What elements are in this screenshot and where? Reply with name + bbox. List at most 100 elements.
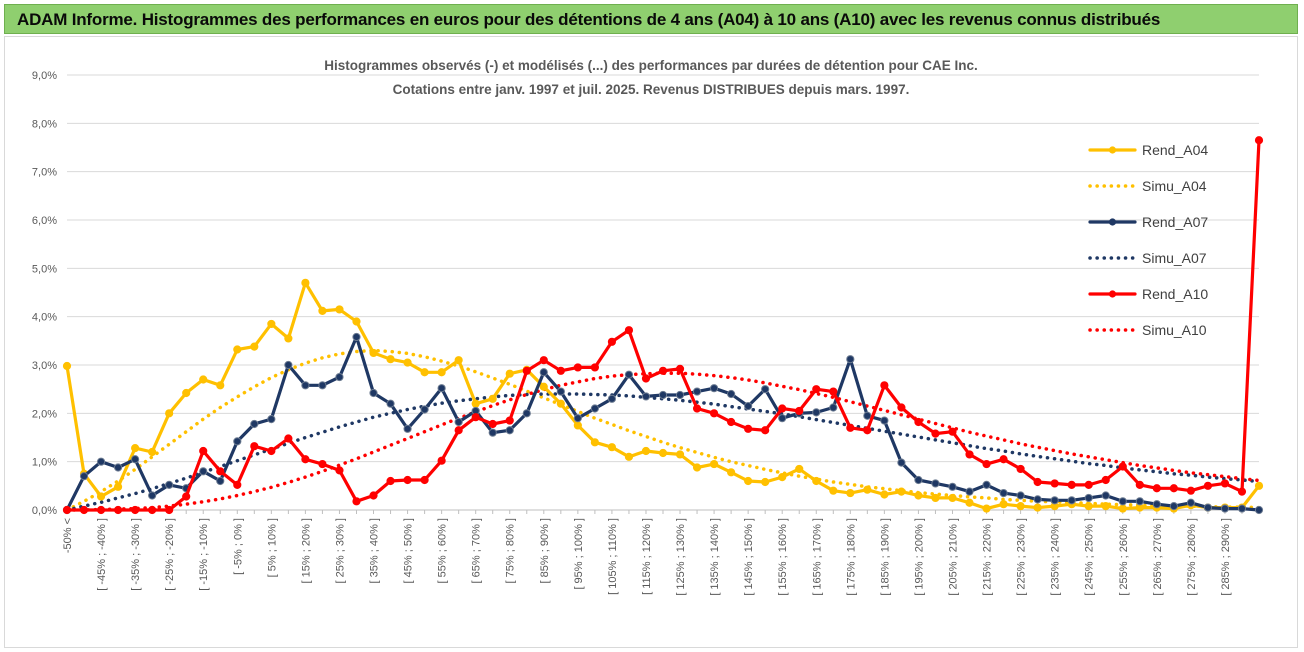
data-point-rend-a10 — [675, 364, 685, 373]
data-point-rend-a07 — [284, 360, 293, 370]
data-point-rend-a04 — [744, 476, 753, 486]
x-tick-label: [ 265% ; 270% ] — [1152, 518, 1164, 596]
series-line-simu-a04 — [65, 348, 1261, 512]
data-point-rend-a10 — [607, 337, 617, 346]
x-tick-label: [ 195% ; 200% ] — [913, 518, 925, 596]
data-point-rend-a04 — [437, 368, 446, 377]
data-point-rend-a10 — [1118, 462, 1127, 471]
data-point-rend-a04 — [1084, 502, 1093, 511]
data-point-rend-a04 — [284, 334, 293, 343]
x-tick-label: [ 205% ; 210% ] — [947, 518, 959, 596]
data-point-rend-a10 — [863, 426, 872, 435]
data-point-rend-a07 — [386, 399, 395, 408]
data-point-rend-a10 — [488, 419, 497, 429]
data-point-rend-a04 — [1016, 502, 1025, 511]
y-tick-label: 1,0% — [32, 457, 57, 469]
data-point-rend-a04 — [1101, 502, 1110, 511]
data-point-rend-a04 — [556, 399, 565, 408]
x-tick-label: [ 165% ; 170% ] — [811, 518, 823, 596]
data-point-rend-a07 — [505, 426, 514, 435]
data-point-rend-a07 — [1067, 496, 1076, 505]
data-point-rend-a10 — [1220, 479, 1230, 488]
data-point-rend-a10 — [352, 497, 361, 506]
y-axis: 0,0% 1,0% 2,0% 3,0% 4,0% 5,0% 6,0% 7,0% 8,0% 9,0% — [32, 70, 57, 517]
x-tick-label: [ 95% ; 100% ] — [573, 518, 585, 590]
data-point-rend-a07 — [1169, 502, 1178, 511]
data-point-rend-a07 — [897, 458, 906, 467]
legend-label: Simu_A10 — [1142, 322, 1207, 338]
data-point-rend-a10 — [1067, 480, 1076, 489]
legend-label: Rend_A07 — [1142, 214, 1208, 230]
x-tick-label: [ -25% ; -20% ] — [164, 518, 176, 591]
data-point-rend-a10 — [658, 366, 668, 375]
legend: Rend_A04 Simu_A04 Rend_A07 Simu_A07 Rend_A10… — [1088, 142, 1208, 338]
data-point-rend-a07 — [965, 487, 974, 496]
data-point-rend-a10 — [727, 417, 736, 427]
data-point-rend-a10 — [1101, 475, 1110, 485]
data-point-rend-a07 — [148, 491, 157, 500]
data-point-rend-a04 — [165, 409, 174, 418]
x-tick-label: [ 45% ; 50% ] — [403, 518, 415, 583]
x-tick-label: [ 85% ; 90% ] — [539, 518, 551, 583]
data-point-rend-a10 — [999, 455, 1008, 464]
data-point-rend-a07 — [131, 455, 140, 464]
data-point-rend-a04 — [233, 345, 242, 354]
data-point-rend-a07 — [96, 457, 106, 466]
data-point-rend-a07 — [454, 417, 463, 427]
data-point-rend-a07 — [1118, 497, 1127, 506]
data-point-rend-a04 — [335, 305, 344, 314]
data-point-rend-a10 — [931, 429, 940, 438]
data-point-rend-a04 — [675, 450, 685, 459]
data-point-rend-a07 — [216, 476, 225, 486]
data-point-rend-a10 — [335, 466, 344, 475]
data-point-rend-a07 — [624, 370, 634, 379]
data-point-rend-a04 — [182, 388, 191, 398]
data-point-rend-a04 — [420, 368, 429, 377]
data-point-rend-a04 — [505, 369, 514, 378]
data-point-rend-a10 — [250, 442, 259, 451]
y-tick-label: 6,0% — [32, 215, 57, 227]
data-point-rend-a07 — [539, 368, 548, 377]
data-point-rend-a07 — [675, 390, 685, 400]
legend-label: Rend_A10 — [1142, 286, 1208, 302]
data-point-rend-a10 — [284, 434, 293, 443]
data-point-rend-a04 — [352, 317, 361, 326]
y-tick-label: 8,0% — [32, 118, 57, 130]
data-point-rend-a07 — [778, 414, 787, 423]
data-point-rend-a10 — [539, 356, 548, 365]
data-point-rend-a07 — [301, 381, 310, 390]
data-point-rend-a10 — [522, 366, 531, 375]
data-point-rend-a04 — [982, 504, 991, 513]
data-point-rend-a10 — [948, 427, 957, 436]
data-point-rend-a10 — [1237, 487, 1247, 496]
data-point-rend-a04 — [727, 468, 736, 477]
data-point-rend-a10 — [1033, 477, 1042, 487]
data-point-rend-a10 — [165, 505, 174, 515]
data-point-rend-a10 — [216, 467, 225, 476]
data-point-rend-a07 — [369, 388, 378, 398]
data-point-rend-a07 — [488, 428, 497, 437]
data-point-rend-a07 — [914, 475, 923, 485]
data-point-rend-a04 — [386, 355, 395, 364]
data-point-rend-a07 — [403, 424, 412, 433]
data-point-rend-a07 — [113, 463, 123, 472]
data-point-rend-a04 — [965, 498, 974, 507]
data-point-rend-a07 — [1152, 500, 1161, 509]
data-point-rend-a04 — [1254, 481, 1264, 490]
data-point-rend-a10 — [1084, 480, 1093, 489]
data-point-rend-a10 — [148, 505, 157, 515]
x-tick-label: [ 105% ; 110% ] — [607, 518, 619, 595]
data-point-rend-a07 — [250, 419, 259, 429]
data-point-rend-a04 — [829, 486, 838, 495]
data-point-rend-a10 — [761, 426, 770, 435]
data-point-rend-a04 — [250, 342, 259, 351]
data-point-rend-a10 — [1050, 479, 1059, 488]
x-tick-label: [ -5% ; 0% ] — [232, 518, 244, 575]
data-point-rend-a10 — [709, 409, 719, 418]
x-tick-label: [ 155% ; 160% ] — [777, 518, 789, 596]
data-point-rend-a07 — [1237, 504, 1247, 513]
data-point-rend-a04 — [539, 382, 548, 391]
data-point-rend-a10 — [829, 387, 838, 396]
report-title: ADAM Informe. Histogrammes des performan… — [17, 10, 1161, 29]
y-tick-label: 4,0% — [32, 312, 57, 324]
